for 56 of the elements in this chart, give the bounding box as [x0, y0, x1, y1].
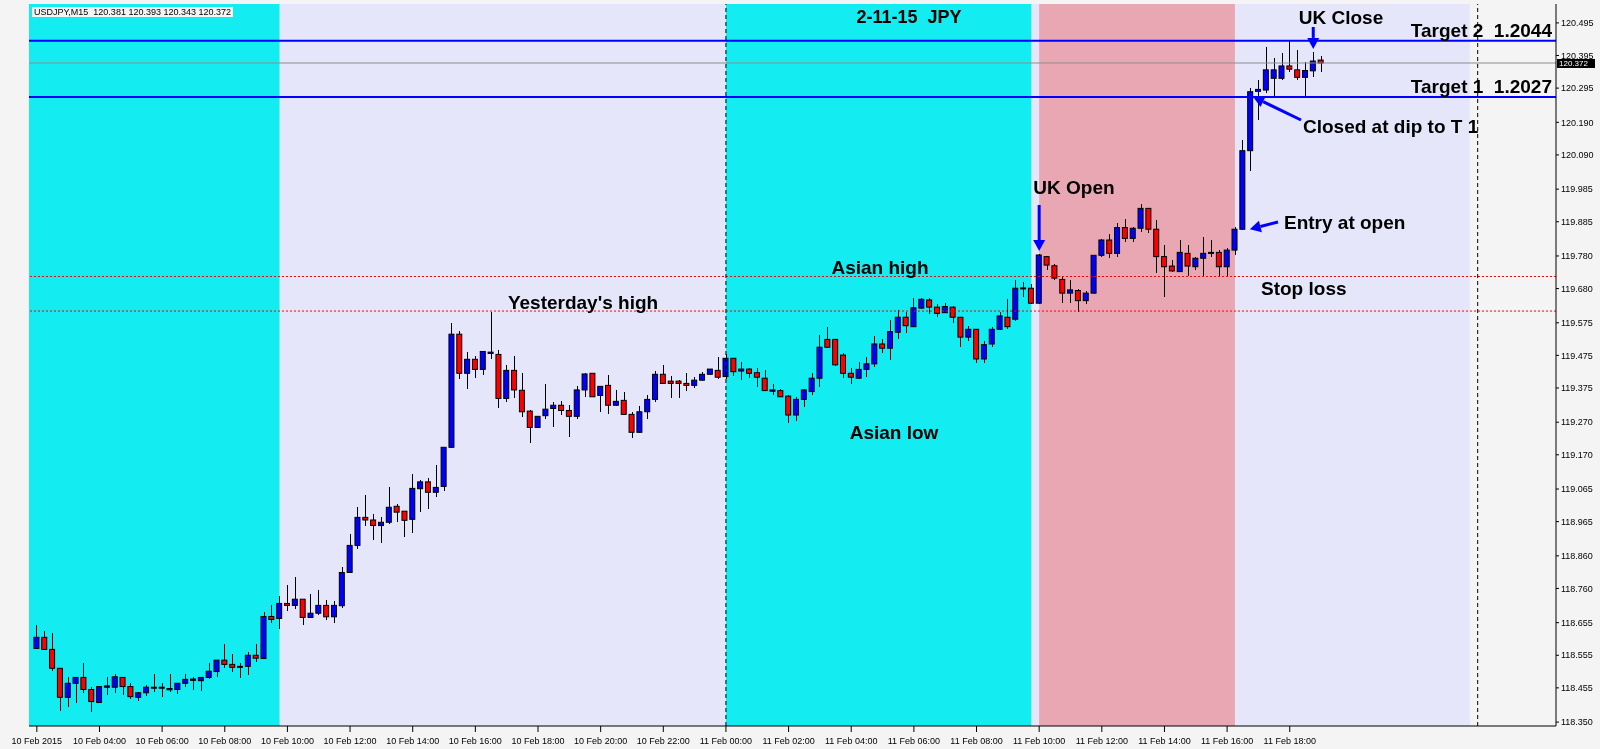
x-tick-label: 11 Feb 02:00: [762, 736, 815, 746]
x-tick-label: 10 Feb 18:00: [511, 736, 565, 746]
y-tick-label: 119.170: [1561, 450, 1593, 460]
y-tick-label: 120.090: [1561, 150, 1594, 161]
y-tick-label: 119.885: [1561, 216, 1593, 227]
x-tick-label: 10 Feb 06:00: [135, 736, 189, 746]
y-tick-label: 118.350: [1561, 717, 1593, 728]
annotation: UK Close: [1298, 6, 1384, 28]
x-tick-label: 11 Feb 08:00: [950, 736, 1003, 746]
annotation: Stop loss: [1261, 277, 1347, 299]
x-tick-label: 10 Feb 04:00: [72, 736, 126, 746]
annotation: Yesterday's high: [507, 291, 659, 313]
annotation: UK Open: [1033, 176, 1115, 198]
chart-subtitle: USDJPY,M15 120.381 120.393 120.343 120.372: [32, 7, 233, 17]
x-tick-label: 10 Feb 16:00: [448, 736, 502, 746]
x-tick-label: 10 Feb 2015: [11, 736, 63, 746]
ref-line-label: Target 1 1.2027: [1410, 75, 1552, 97]
y-tick-label: 118.965: [1561, 516, 1593, 527]
x-tick-label: 11 Feb 06:00: [887, 736, 941, 746]
y-tick-label: 119.065: [1561, 484, 1593, 495]
y-tick-label: 119.475: [1561, 350, 1593, 361]
annotation: Asian high: [831, 256, 929, 278]
x-tick-label: 11 Feb 04:00: [825, 736, 878, 746]
x-tick-label: 11 Feb 16:00: [1200, 736, 1254, 746]
y-tick-label: 120.495: [1561, 18, 1594, 29]
y-tick-label: 118.860: [1561, 551, 1593, 562]
y-tick-label: 118.655: [1561, 617, 1593, 628]
ref-line-label: Target 2 1.2044: [1410, 19, 1553, 41]
x-tick-label: 11 Feb 14:00: [1138, 736, 1191, 746]
annotation: Asian low: [849, 421, 939, 443]
x-tick-label: 10 Feb 10:00: [260, 736, 314, 746]
x-tick-label: 11 Feb 00:00: [699, 736, 753, 746]
x-tick-label: 10 Feb 22:00: [636, 736, 690, 746]
x-tick-label: 11 Feb 10:00: [1012, 736, 1066, 746]
x-tick-label: 10 Feb 08:00: [198, 736, 252, 746]
y-tick-label: 118.760: [1561, 583, 1593, 594]
y-tick-label: 119.780: [1561, 251, 1593, 262]
x-tick-label: 10 Feb 12:00: [323, 736, 377, 746]
annotation: Entry at open: [1284, 211, 1406, 233]
y-tick-label: 119.270: [1561, 417, 1593, 428]
y-tick-label: 120.295: [1561, 83, 1594, 94]
x-tick-label: 10 Feb 20:00: [574, 736, 628, 746]
x-tick-label: 10 Feb 14:00: [386, 736, 440, 746]
y-tick-label: 119.375: [1561, 383, 1593, 394]
y-tick-label: 119.985: [1561, 184, 1593, 195]
y-tick-label: 120.395: [1561, 50, 1594, 61]
y-tick-label: 118.555: [1561, 650, 1593, 661]
y-tick-label: 119.680: [1561, 283, 1593, 294]
ref-line-label: 120.372: [1559, 59, 1589, 69]
annotation: Closed at dip to T 1: [1303, 115, 1479, 137]
x-tick-label: 11 Feb 18:00: [1263, 736, 1316, 746]
y-tick-label: 120.190: [1561, 117, 1594, 128]
chart-title: 2-11-15 JPY: [856, 7, 962, 28]
x-tick-label: 11 Feb 12:00: [1075, 736, 1128, 746]
y-tick-label: 119.575: [1561, 317, 1593, 328]
y-tick-label: 118.455: [1561, 683, 1593, 694]
